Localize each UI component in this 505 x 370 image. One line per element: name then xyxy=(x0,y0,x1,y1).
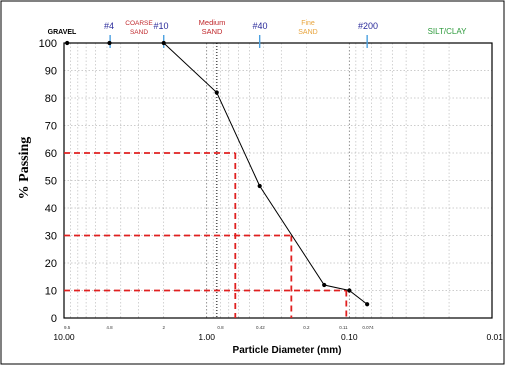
zone-label-line: SAND xyxy=(202,27,223,36)
sieve-labels: #4 #10 #40 #200 xyxy=(104,21,378,48)
plot-area xyxy=(63,42,493,319)
data-point xyxy=(365,302,370,307)
x-tick-labels: 9.5 4.8 2 0.8 0.42 0.2 0.11 0.074 10.00 1.00 0.10 0… xyxy=(53,325,503,342)
zone-label-line: COARSE xyxy=(125,20,153,27)
y-tick-label: 90 xyxy=(45,66,57,78)
x-major-tick-label: 0.01 xyxy=(486,332,503,342)
zone-label-line: GRAVEL xyxy=(48,29,77,36)
series-line xyxy=(67,42,368,305)
sieve-label: #4 xyxy=(104,21,114,31)
y-tick-label: 70 xyxy=(45,121,57,133)
zone-label-line: Fine xyxy=(301,20,315,27)
y-tick-label: 100 xyxy=(39,38,57,50)
y-tick-label: 20 xyxy=(45,258,57,270)
zone-label: GRAVEL xyxy=(48,29,77,36)
x-minor-tick-label: 0.11 xyxy=(339,325,348,330)
y-tick-label: 0 xyxy=(51,313,57,325)
x-minor-tick-label: 0.8 xyxy=(217,325,224,330)
x-minor-tick-label: 4.8 xyxy=(106,325,113,330)
zone-label: Fine SAND xyxy=(298,20,317,36)
y-tick-labels: 0 10 20 30 40 50 60 70 80 90 100 xyxy=(39,38,57,325)
x-minor-tick-label: 2 xyxy=(162,325,165,330)
sieve-label: #200 xyxy=(358,21,378,31)
series-group xyxy=(65,40,370,307)
zone-label: SILT/CLAY xyxy=(428,27,467,36)
data-point xyxy=(65,40,70,46)
zone-label: Medium SAND xyxy=(199,18,226,36)
zone-label: COARSE SAND xyxy=(125,20,153,36)
y-tick-label: 30 xyxy=(45,231,57,243)
data-point xyxy=(107,40,112,46)
y-tick-label: 60 xyxy=(45,148,57,160)
data-point xyxy=(214,90,219,95)
x-minor-tick-label: 0.074 xyxy=(362,325,374,330)
x-major-tick-label: 10.00 xyxy=(53,332,75,342)
zone-label-line: Medium xyxy=(199,18,226,27)
x-major-tick-label: 1.00 xyxy=(198,332,215,342)
x-minor-tick-label: 9.5 xyxy=(64,325,71,330)
x-major-tick-label: 0.10 xyxy=(341,332,358,342)
x-minor-tick-label: 0.42 xyxy=(256,325,265,330)
data-point xyxy=(322,282,327,288)
y-tick-label: 40 xyxy=(45,203,57,215)
data-point xyxy=(161,40,166,46)
zone-label-line: SAND xyxy=(298,29,317,36)
sieve-label: #10 xyxy=(153,21,168,31)
data-point xyxy=(347,288,352,293)
y-axis-label: % Passing xyxy=(17,137,32,200)
y-tick-label: 50 xyxy=(45,176,57,188)
zone-label-line: SAND xyxy=(130,29,148,36)
sieve-label: #40 xyxy=(252,21,267,31)
y-tick-label: 80 xyxy=(45,93,57,105)
x-axis-label: Particle Diameter (mm) xyxy=(233,345,342,356)
x-minor-tick-label: 0.2 xyxy=(303,325,310,330)
zone-label-line: SILT/CLAY xyxy=(428,27,467,36)
y-tick-label: 10 xyxy=(45,286,57,298)
reference-lines xyxy=(64,152,348,318)
data-point xyxy=(257,183,262,189)
